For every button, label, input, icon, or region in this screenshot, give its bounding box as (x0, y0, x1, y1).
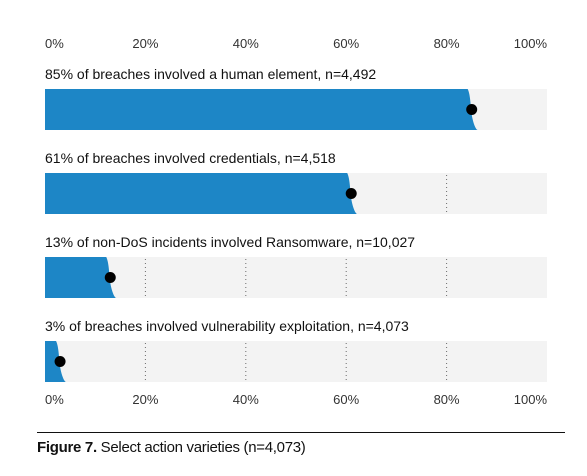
top-tick-label-100: 100% (514, 36, 548, 51)
bottom-tick-label-100: 100% (514, 392, 548, 407)
bar-label-2: 61% of breaches involved credentials, n=… (45, 150, 336, 166)
bar-2 (45, 173, 358, 214)
figure-number: Figure 7. (37, 439, 97, 456)
value-dot-3 (104, 272, 116, 283)
top-tick-label-60: 60% (333, 36, 359, 51)
bar-track-3 (45, 257, 547, 298)
bar-3 (45, 257, 117, 298)
bars-group: 85% of breaches involved a human element… (45, 66, 547, 382)
bar-row-3: 13% of non-DoS incidents involved Ransom… (45, 234, 547, 298)
bottom-tick-label-40: 40% (233, 392, 259, 407)
bar-label-1: 85% of breaches involved a human element… (45, 66, 376, 82)
caption-text: Select action varieties (n=4,073) (96, 439, 306, 456)
bar-chart: 0% 20% 40% 60% 80% 100% 85% of breaches invol… (45, 36, 547, 407)
bar-label-3: 13% of non-DoS incidents involved Ransom… (45, 234, 415, 250)
bar-1 (45, 89, 478, 130)
caption-rule (37, 432, 565, 433)
bar-track-4 (45, 341, 547, 382)
top-tick-label-80: 80% (434, 36, 460, 51)
top-tick-label-40: 40% (233, 36, 259, 51)
bar-row-4: 3% of breaches involved vulnerability ex… (45, 318, 547, 382)
bar-row-2: 61% of breaches involved credentials, n=… (45, 150, 547, 214)
bottom-tick-label-80: 80% (434, 392, 460, 407)
value-dot-1 (466, 104, 478, 115)
top-axis: 0% 20% 40% 60% 80% 100% (45, 36, 547, 51)
value-dot-4 (54, 356, 66, 367)
bottom-tick-label-20: 20% (132, 392, 158, 407)
top-tick-label-0: 0% (45, 36, 64, 51)
top-tick-label-20: 20% (132, 36, 158, 51)
bar-label-4: 3% of breaches involved vulnerability ex… (45, 318, 409, 334)
figure-caption: Figure 7. Select action varieties (n=4,0… (37, 439, 306, 456)
bottom-axis: 0% 20% 40% 60% 80% 100% (45, 392, 547, 407)
bar-row-1: 85% of breaches involved a human element… (45, 66, 547, 130)
bottom-tick-label-0: 0% (45, 392, 64, 407)
value-dot-2 (345, 188, 357, 199)
bottom-tick-label-60: 60% (333, 392, 359, 407)
